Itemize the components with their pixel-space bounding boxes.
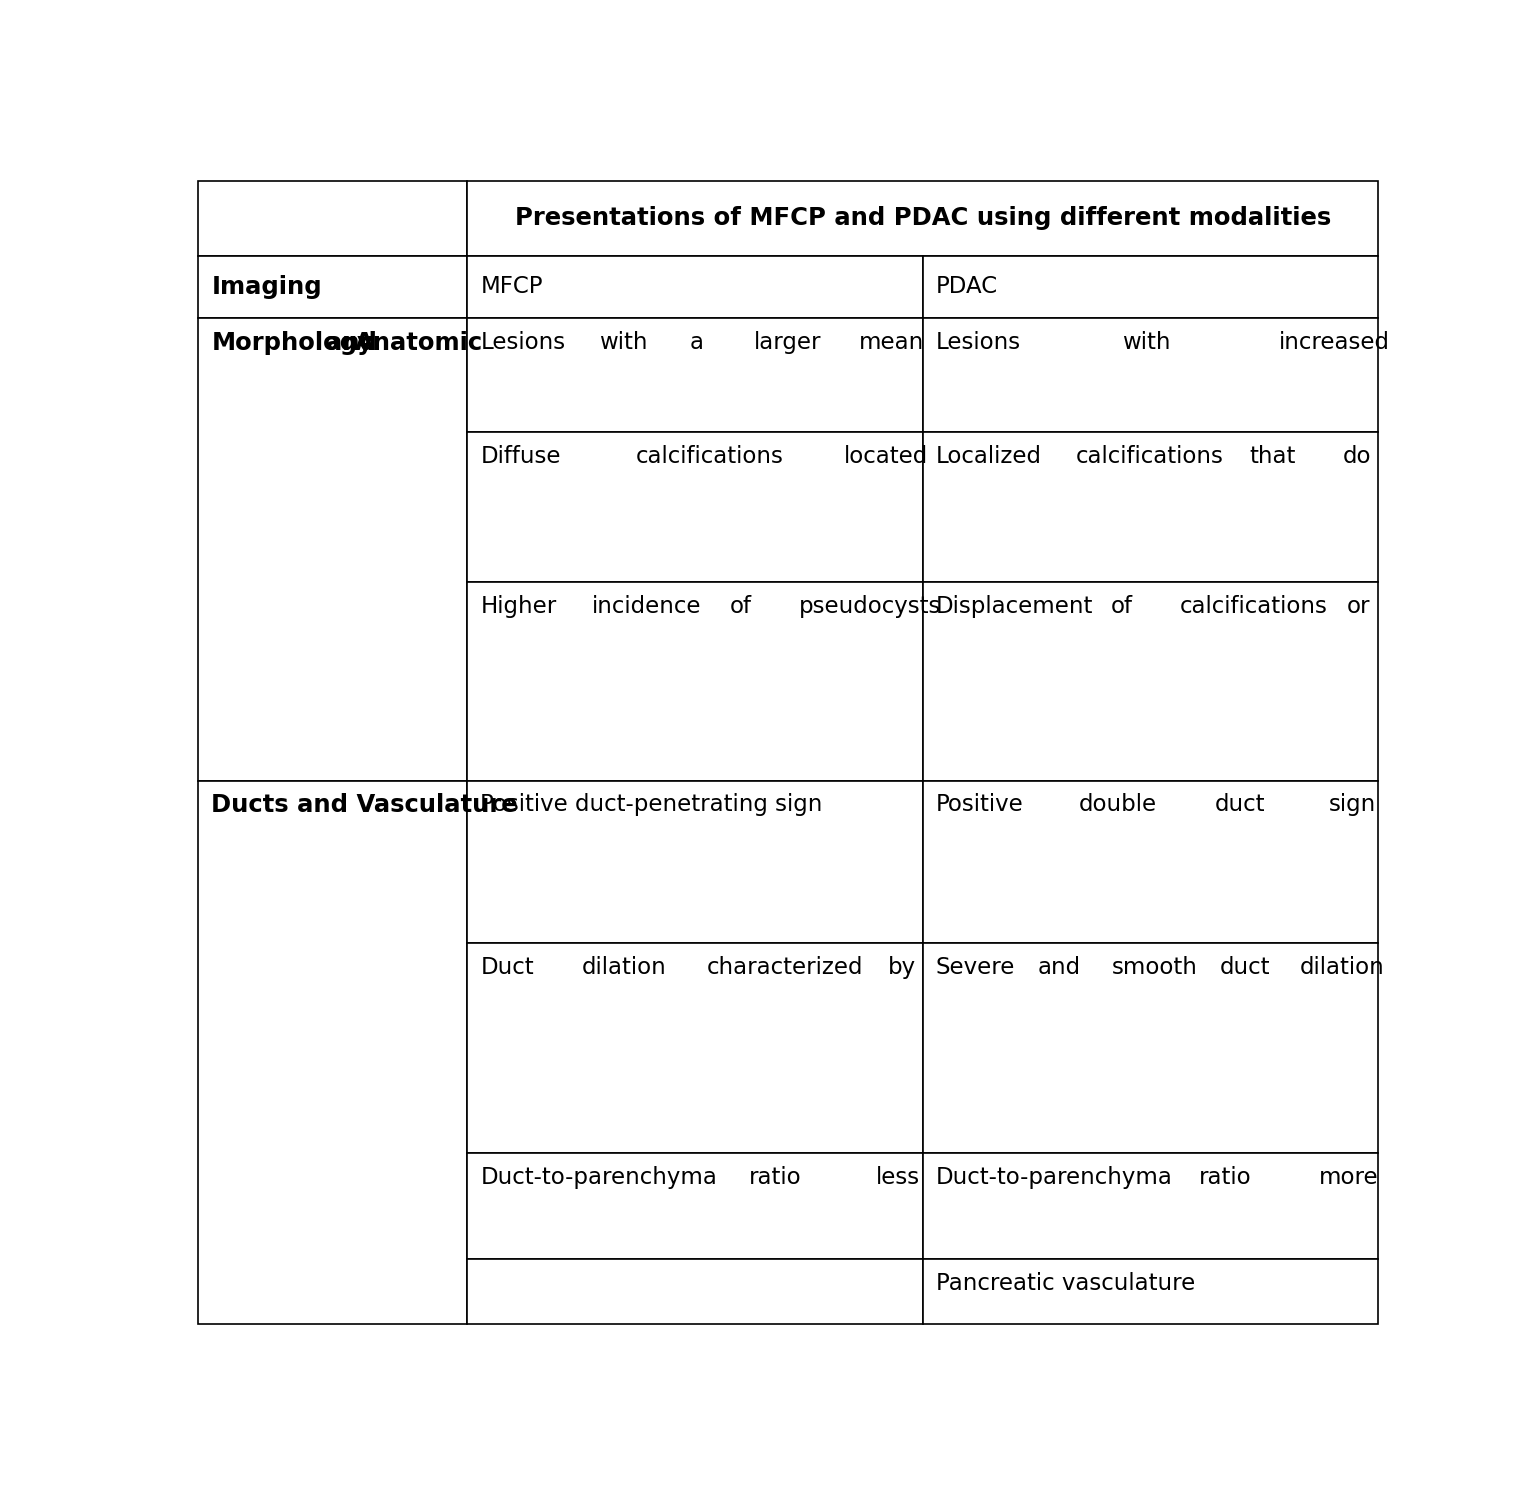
Text: duct: duct: [1220, 955, 1270, 979]
Bar: [923, 1259, 1378, 1323]
Text: ratio: ratio: [749, 1165, 801, 1189]
Text: and: and: [1038, 955, 1081, 979]
Text: Morphology: Morphology: [211, 331, 374, 355]
Text: located: located: [844, 446, 929, 468]
Text: PDAC: PDAC: [935, 276, 998, 298]
Bar: [468, 1259, 923, 1323]
Text: Higher: Higher: [480, 595, 557, 618]
Text: characterized: characterized: [707, 955, 863, 979]
Text: Positive duct-penetrating sign: Positive duct-penetrating sign: [480, 793, 823, 817]
Text: Positive: Positive: [935, 793, 1024, 817]
Text: ratio: ratio: [1198, 1165, 1252, 1189]
Text: that: that: [1249, 446, 1295, 468]
Text: larger: larger: [754, 331, 821, 353]
Text: less: less: [875, 1165, 920, 1189]
Text: more: more: [1320, 1165, 1378, 1189]
Text: and: and: [326, 331, 377, 355]
Text: calcifications: calcifications: [637, 446, 784, 468]
Bar: [468, 943, 923, 1153]
Text: Localized: Localized: [935, 446, 1041, 468]
Bar: [923, 781, 1378, 943]
Text: Anatomic: Anatomic: [355, 331, 483, 355]
Bar: [923, 943, 1378, 1153]
Bar: [198, 317, 468, 781]
Text: Lesions: Lesions: [480, 331, 566, 353]
Text: Severe: Severe: [935, 955, 1015, 979]
Text: Presentations of MFCP and PDAC using different modalities: Presentations of MFCP and PDAC using dif…: [515, 206, 1330, 231]
Bar: [923, 317, 1378, 432]
Bar: [923, 583, 1378, 781]
Text: dilation: dilation: [1300, 955, 1384, 979]
Text: Duct-to-parenchyma: Duct-to-parenchyma: [935, 1165, 1173, 1189]
Bar: [198, 182, 468, 256]
Text: double: double: [1078, 793, 1157, 817]
Text: calcifications: calcifications: [1077, 446, 1224, 468]
Text: or: or: [1347, 595, 1370, 618]
Text: with: with: [600, 331, 647, 353]
Bar: [923, 1153, 1378, 1259]
Text: incidence: incidence: [592, 595, 701, 618]
Bar: [198, 781, 468, 1323]
Text: Pancreatic vasculature: Pancreatic vasculature: [935, 1271, 1195, 1295]
Text: a: a: [691, 331, 704, 353]
Text: pseudocysts: pseudocysts: [800, 595, 941, 618]
Text: Imaging: Imaging: [211, 274, 321, 299]
Text: Lesions: Lesions: [935, 331, 1021, 353]
Text: Diffuse: Diffuse: [480, 446, 561, 468]
Text: Ducts and Vasculature: Ducts and Vasculature: [211, 793, 518, 818]
Text: duct: duct: [1215, 793, 1264, 817]
Text: Duct-to-parenchyma: Duct-to-parenchyma: [480, 1165, 717, 1189]
Bar: [468, 256, 923, 317]
Text: by: by: [887, 955, 917, 979]
Bar: [468, 781, 923, 943]
Bar: [923, 432, 1378, 583]
Text: MFCP: MFCP: [480, 276, 543, 298]
Bar: [468, 1153, 923, 1259]
Text: mean: mean: [860, 331, 924, 353]
Text: of: of: [729, 595, 752, 618]
Text: sign: sign: [1329, 793, 1377, 817]
Bar: [923, 256, 1378, 317]
Text: do: do: [1343, 446, 1372, 468]
Text: smooth: smooth: [1112, 955, 1198, 979]
Bar: [468, 182, 1378, 256]
Bar: [198, 256, 468, 317]
Text: Duct: Duct: [480, 955, 534, 979]
Bar: [468, 583, 923, 781]
Text: of: of: [1110, 595, 1132, 618]
Bar: [468, 432, 923, 583]
Text: with: with: [1121, 331, 1170, 353]
Text: calcifications: calcifications: [1180, 595, 1327, 618]
Text: Displacement: Displacement: [935, 595, 1094, 618]
Text: dilation: dilation: [581, 955, 666, 979]
Text: increased: increased: [1280, 331, 1390, 353]
Bar: [468, 317, 923, 432]
